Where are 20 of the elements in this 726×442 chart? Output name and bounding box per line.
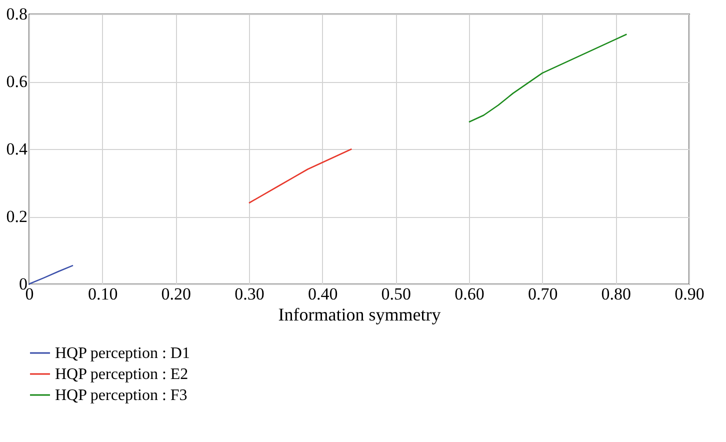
x-tick-label: 0.50 [381,284,412,304]
x-tick-label: 0.10 [88,284,118,304]
y-tick-label: 0.2 [6,207,28,226]
line-series [468,34,628,123]
y-tick-label: 0.4 [6,140,28,158]
x-tick-label: 0.40 [308,284,338,304]
x-tick-label: 0.30 [234,284,264,304]
x-tick-label: 0.20 [161,284,192,304]
x-tick-label: 0.90 [674,284,704,304]
x-axis-title: Information symmetry [278,304,441,324]
line-series [28,264,74,285]
legend-label: HQP perception : E2 [55,366,188,383]
x-tick-label: 0.80 [601,284,632,304]
legend-label: HQP perception : F3 [55,387,188,404]
line-series [248,148,352,204]
legend-label: HQP perception : D1 [55,345,190,362]
x-tick-label: 0.70 [528,284,558,304]
y-tick-label: 0.8 [6,4,28,24]
y-tick-label: 0.6 [6,72,28,91]
x-tick-label: 0.60 [454,284,484,304]
